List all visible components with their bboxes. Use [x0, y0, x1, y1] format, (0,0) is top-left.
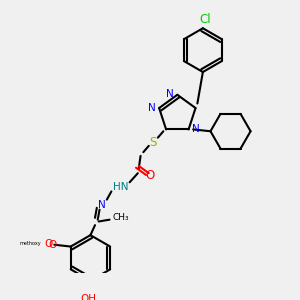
Text: S: S [150, 136, 157, 149]
Text: N: N [192, 124, 200, 134]
Text: HN: HN [113, 182, 128, 192]
Text: OH: OH [81, 294, 97, 300]
Text: CH₃: CH₃ [112, 213, 129, 222]
Text: O: O [48, 240, 57, 250]
Text: N: N [166, 89, 174, 99]
Text: O: O [145, 169, 154, 182]
Text: N: N [98, 200, 106, 210]
Text: N: N [148, 103, 156, 113]
Text: O: O [45, 239, 53, 249]
Text: Cl: Cl [200, 13, 212, 26]
Text: methoxy: methoxy [20, 241, 41, 246]
